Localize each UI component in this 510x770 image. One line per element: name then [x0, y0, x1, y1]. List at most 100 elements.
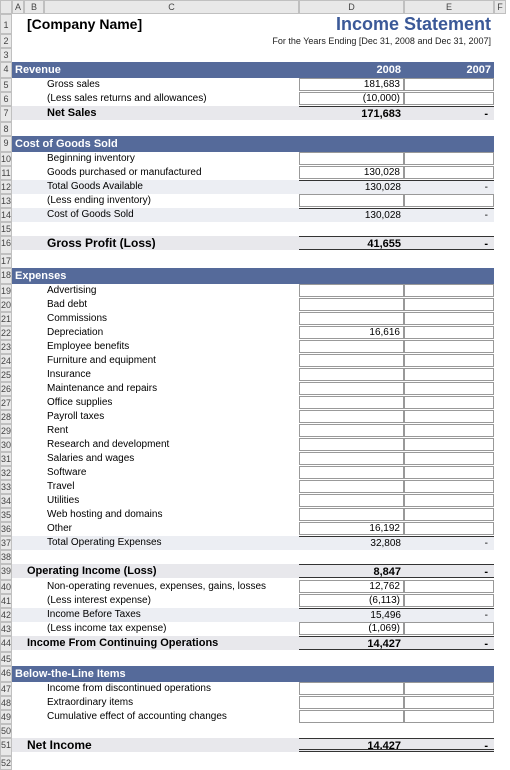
row-header[interactable]: 34 [0, 494, 12, 508]
value-cell[interactable] [299, 354, 404, 367]
value-cell[interactable]: 32,808 [299, 536, 404, 550]
row-header[interactable]: 13 [0, 194, 12, 208]
value-cell[interactable] [404, 312, 494, 325]
section-revenue[interactable]: Revenue [12, 62, 299, 78]
value-cell[interactable] [299, 696, 404, 709]
row-header[interactable]: 51 [0, 738, 12, 756]
cell[interactable] [12, 14, 24, 34]
net-sales-label[interactable]: Net Sales [44, 106, 299, 120]
value-cell[interactable] [404, 696, 494, 709]
row-header[interactable]: 20 [0, 298, 12, 312]
income-continuing-label[interactable]: Income From Continuing Operations [24, 636, 299, 650]
value-cell[interactable] [404, 424, 494, 437]
value-cell[interactable] [404, 522, 494, 535]
label[interactable]: (Less income tax expense) [44, 622, 299, 636]
label[interactable]: (Less ending inventory) [44, 194, 299, 208]
row-header[interactable]: 45 [0, 652, 12, 666]
row-header[interactable]: 44 [0, 636, 12, 652]
value-cell[interactable] [404, 466, 494, 479]
value-cell[interactable] [299, 438, 404, 451]
section-cogs[interactable]: Cost of Goods Sold [12, 136, 494, 152]
label[interactable]: Web hosting and domains [44, 508, 299, 522]
value-cell[interactable] [299, 710, 404, 723]
row-header[interactable]: 52 [0, 756, 12, 770]
value-cell[interactable] [404, 326, 494, 339]
row-header[interactable]: 41 [0, 594, 12, 608]
row-header[interactable]: 5 [0, 78, 12, 92]
value-cell[interactable]: 130,028 [299, 180, 404, 194]
row-header[interactable]: 31 [0, 452, 12, 466]
row-header[interactable]: 43 [0, 622, 12, 636]
label[interactable]: Income Before Taxes [44, 608, 299, 622]
operating-income-value[interactable]: 8,847 [299, 564, 404, 578]
label[interactable]: Office supplies [44, 396, 299, 410]
operating-income-value-2[interactable]: - [404, 564, 494, 578]
label[interactable]: Total Operating Expenses [44, 536, 299, 550]
value-cell[interactable]: 12,762 [299, 580, 404, 593]
value-cell[interactable] [404, 298, 494, 311]
value-cell[interactable] [299, 152, 404, 165]
col-header[interactable]: A [12, 0, 24, 14]
value-cell[interactable]: 130,028 [299, 166, 404, 179]
row-header[interactable]: 38 [0, 550, 12, 564]
row-header[interactable]: 27 [0, 396, 12, 410]
operating-income-label[interactable]: Operating Income (Loss) [24, 564, 299, 578]
value-cell[interactable] [299, 368, 404, 381]
row-header[interactable]: 2 [0, 34, 12, 48]
year-header-1[interactable]: 2008 [299, 62, 404, 78]
value-cell[interactable]: 16,616 [299, 326, 404, 339]
label[interactable]: Cumulative effect of accounting changes [44, 710, 299, 724]
statement-title[interactable]: Income Statement [299, 14, 494, 34]
row-header[interactable]: 48 [0, 696, 12, 710]
row-header[interactable]: 50 [0, 724, 12, 738]
value-cell[interactable] [404, 368, 494, 381]
label[interactable]: Furniture and equipment [44, 354, 299, 368]
col-header[interactable]: B [24, 0, 44, 14]
row-header[interactable]: 18 [0, 268, 12, 284]
year-header-2[interactable]: 2007 [404, 62, 494, 78]
value-cell[interactable] [404, 354, 494, 367]
label[interactable]: Beginning inventory [44, 152, 299, 166]
value-cell[interactable]: - [404, 536, 494, 550]
value-cell[interactable] [404, 710, 494, 723]
value-cell[interactable]: 16,192 [299, 522, 404, 535]
row-header[interactable]: 39 [0, 564, 12, 580]
value-cell[interactable] [299, 424, 404, 437]
value-cell[interactable] [404, 494, 494, 507]
income-continuing-value-2[interactable]: - [404, 636, 494, 650]
company-name[interactable]: [Company Name] [24, 14, 299, 34]
value-cell[interactable]: - [404, 208, 494, 222]
gross-profit-label[interactable]: Gross Profit (Loss) [44, 236, 299, 250]
value-cell[interactable] [299, 396, 404, 409]
row-header[interactable]: 4 [0, 62, 12, 78]
date-range[interactable]: For the Years Ending [Dec 31, 2008 and D… [44, 34, 494, 48]
row-header[interactable]: 36 [0, 522, 12, 536]
value-cell[interactable] [299, 382, 404, 395]
row-header[interactable]: 1 [0, 14, 12, 34]
value-cell[interactable] [299, 480, 404, 493]
row-header[interactable]: 12 [0, 180, 12, 194]
row-header[interactable]: 35 [0, 508, 12, 522]
value-cell[interactable] [299, 284, 404, 297]
value-cell[interactable] [404, 166, 494, 179]
value-cell[interactable] [404, 508, 494, 521]
section-below-line[interactable]: Below-the-Line Items [12, 666, 494, 682]
row-header[interactable]: 25 [0, 368, 12, 382]
value-cell[interactable] [404, 396, 494, 409]
row-header[interactable]: 42 [0, 608, 12, 622]
row-header[interactable]: 17 [0, 254, 12, 268]
value-cell[interactable]: - [404, 608, 494, 622]
row-header[interactable]: 16 [0, 236, 12, 254]
label[interactable]: Non-operating revenues, expenses, gains,… [44, 580, 299, 594]
col-header[interactable]: E [404, 0, 494, 14]
cell[interactable] [494, 14, 506, 34]
row-header[interactable]: 3 [0, 48, 12, 62]
label[interactable]: Cost of Goods Sold [44, 208, 299, 222]
value-cell[interactable] [299, 466, 404, 479]
value-cell[interactable] [404, 622, 494, 635]
value-cell[interactable] [404, 438, 494, 451]
row-header[interactable]: 23 [0, 340, 12, 354]
value-cell[interactable] [404, 152, 494, 165]
value-cell[interactable] [404, 78, 494, 91]
label[interactable]: Total Goods Available [44, 180, 299, 194]
